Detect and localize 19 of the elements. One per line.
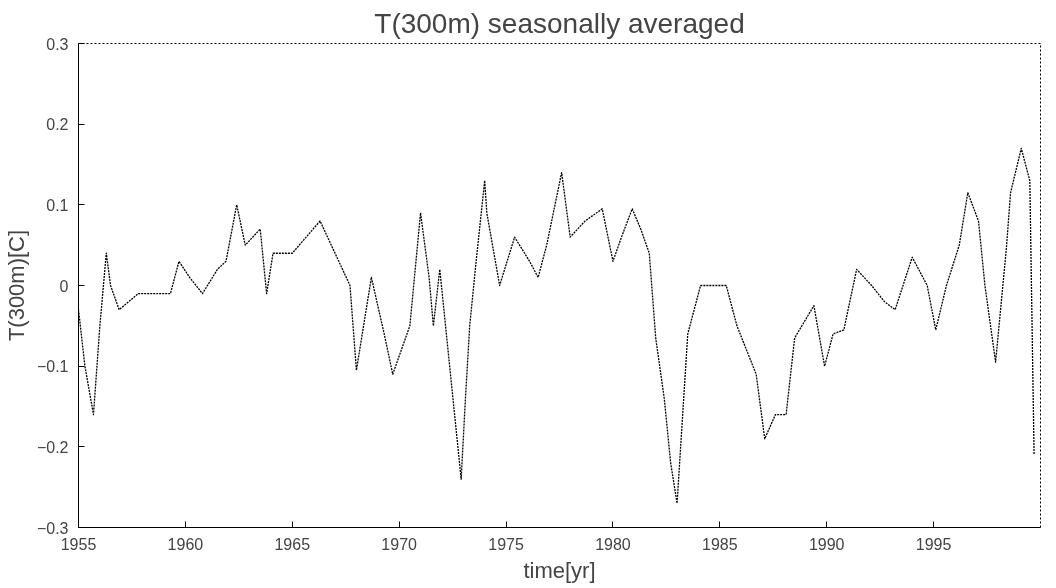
- y-tick-label: −0.3: [36, 519, 69, 537]
- y-tick-label: −0.1: [36, 358, 69, 376]
- x-tick-label: 1990: [808, 535, 845, 553]
- x-tick-label: 1980: [595, 535, 631, 553]
- x-tick-label: 1965: [274, 535, 311, 553]
- y-tick-label: 0.1: [46, 196, 69, 214]
- y-tick-label: 0.2: [46, 116, 69, 134]
- x-tick-label: 1955: [60, 535, 97, 553]
- x-tick-label: 1985: [702, 535, 738, 553]
- y-tick-label: −0.2: [36, 438, 69, 456]
- chart-title: T(300m) seasonally averaged: [374, 7, 745, 39]
- x-tick-label: 1970: [381, 535, 418, 553]
- x-tick-label: 1960: [167, 535, 204, 553]
- x-tick-label: 1975: [488, 535, 524, 553]
- y-tick-label: 0: [59, 277, 69, 295]
- x-axis-title: time[yr]: [523, 557, 596, 583]
- x-tick-label: 1995: [915, 535, 952, 553]
- y-tick-label: 0.3: [46, 35, 69, 53]
- y-axis-title: T(300m)[C]: [3, 229, 29, 342]
